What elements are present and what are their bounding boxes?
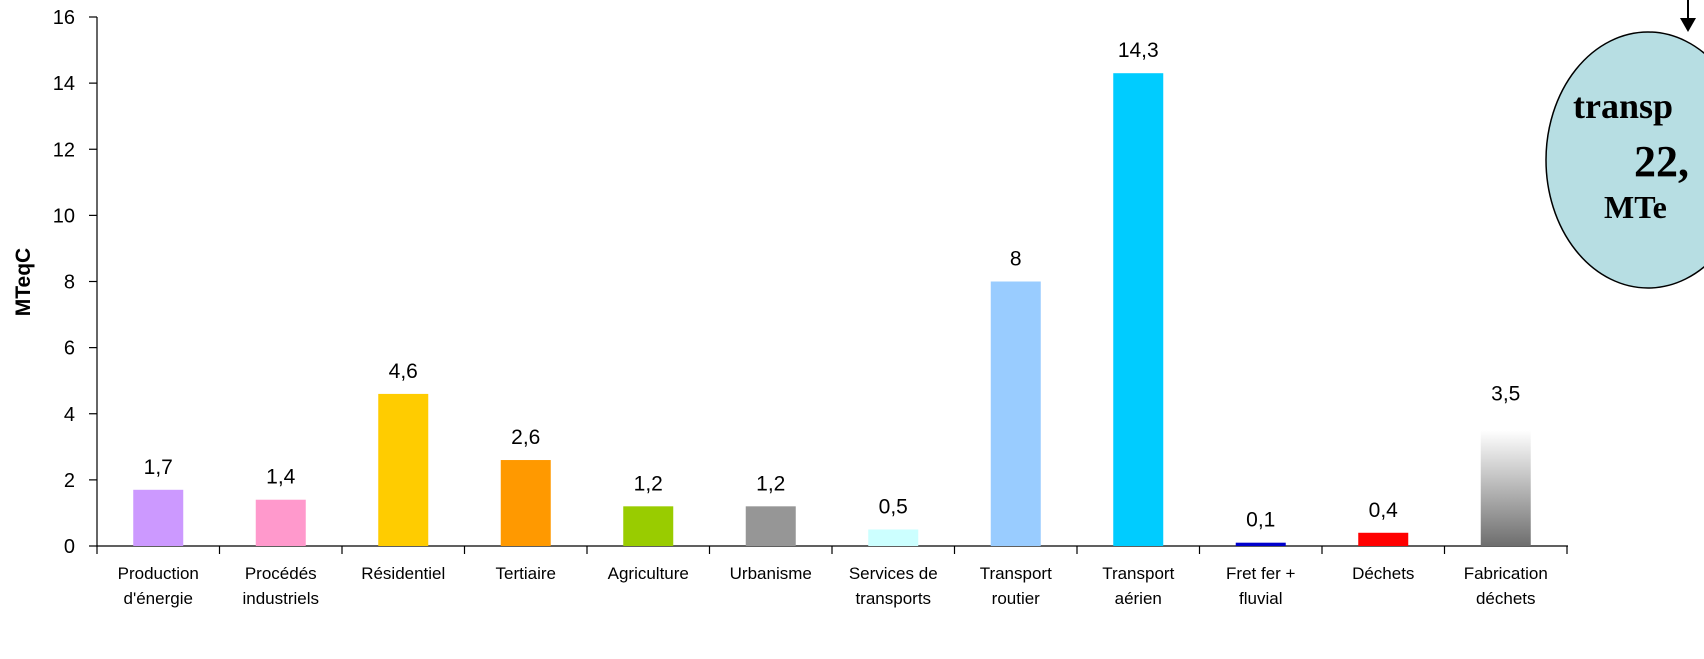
y-tick-label-4: 4 bbox=[64, 404, 75, 426]
bar-7 bbox=[990, 281, 1041, 546]
category-label-11-0: Fabrication bbox=[1464, 564, 1548, 583]
value-label-1: 1,4 bbox=[266, 466, 296, 489]
annotation-arrow-head bbox=[1680, 18, 1696, 32]
value-label-8: 14,3 bbox=[1118, 39, 1159, 62]
value-label-11: 3,5 bbox=[1491, 382, 1520, 405]
y-tick-label-8: 8 bbox=[64, 272, 75, 294]
bar-9 bbox=[1235, 542, 1286, 546]
category-label-2-0: Résidentiel bbox=[361, 564, 445, 583]
value-label-6: 0,5 bbox=[879, 495, 908, 518]
annotation-line-2: 22, bbox=[1634, 137, 1689, 186]
axes: 0 2 4 6 8 10 12 14 16 MTeqC bbox=[12, 7, 1568, 558]
category-label-7-0: Transport bbox=[980, 564, 1052, 583]
category-label-10-0: Déchets bbox=[1352, 564, 1414, 583]
y-tick-label-6: 6 bbox=[64, 338, 75, 360]
bar-0 bbox=[133, 489, 184, 546]
category-label-0-1: d'énergie bbox=[124, 589, 193, 608]
value-label-9: 0,1 bbox=[1246, 509, 1275, 532]
category-label-9-1: fluvial bbox=[1239, 589, 1282, 608]
bar-3 bbox=[500, 460, 551, 546]
bar-2 bbox=[378, 393, 429, 546]
category-label-7-1: routier bbox=[992, 589, 1041, 608]
bar-8 bbox=[1113, 73, 1164, 547]
y-tick-label-10: 10 bbox=[53, 205, 75, 227]
bar-4 bbox=[623, 506, 674, 546]
bar-10 bbox=[1358, 532, 1409, 546]
bar-11 bbox=[1480, 430, 1531, 546]
y-tick-label-0: 0 bbox=[64, 536, 75, 558]
value-label-4: 1,2 bbox=[634, 472, 663, 495]
category-label-1-0: Procédés bbox=[245, 564, 317, 583]
value-label-3: 2,6 bbox=[511, 426, 540, 449]
category-label-9-0: Fret fer + bbox=[1226, 564, 1296, 583]
value-label-10: 0,4 bbox=[1369, 499, 1399, 522]
annotation-line-1: transp bbox=[1573, 86, 1673, 126]
y-tick-label-16: 16 bbox=[53, 7, 75, 29]
bar-6 bbox=[868, 529, 919, 546]
category-label-1-1: industriels bbox=[242, 589, 319, 608]
category-label-6-0: Services de bbox=[849, 564, 938, 583]
bars bbox=[133, 73, 1531, 547]
category-label-4-0: Agriculture bbox=[608, 564, 689, 583]
bar-5 bbox=[745, 506, 796, 546]
category-label-0-0: Production bbox=[118, 564, 199, 583]
y-tick-label-12: 12 bbox=[53, 139, 75, 161]
value-label-5: 1,2 bbox=[756, 472, 785, 495]
y-tick-label-14: 14 bbox=[53, 73, 75, 95]
category-label-8-1: aérien bbox=[1115, 589, 1162, 608]
y-tick-label-2: 2 bbox=[64, 470, 75, 492]
category-label-8-0: Transport bbox=[1102, 564, 1174, 583]
annotation-bubble bbox=[1545, 31, 1704, 289]
value-label-7: 8 bbox=[1010, 248, 1022, 271]
value-label-2: 4,6 bbox=[389, 360, 418, 383]
total-bubble-annotation: transp 22, MTe bbox=[1545, 0, 1704, 289]
bar-1 bbox=[255, 499, 306, 546]
category-label-3-0: Tertiaire bbox=[496, 564, 556, 583]
labels: 1,7 Production d'énergie 1,4 Procédés industr… bbox=[118, 39, 1548, 608]
category-label-6-1: transports bbox=[855, 589, 931, 608]
category-label-5-0: Urbanisme bbox=[730, 564, 812, 583]
category-label-11-1: déchets bbox=[1476, 589, 1536, 608]
value-label-0: 1,7 bbox=[144, 456, 173, 479]
y-axis-label: MTeqC bbox=[12, 248, 35, 316]
annotation-line-3: MTe bbox=[1604, 189, 1667, 225]
